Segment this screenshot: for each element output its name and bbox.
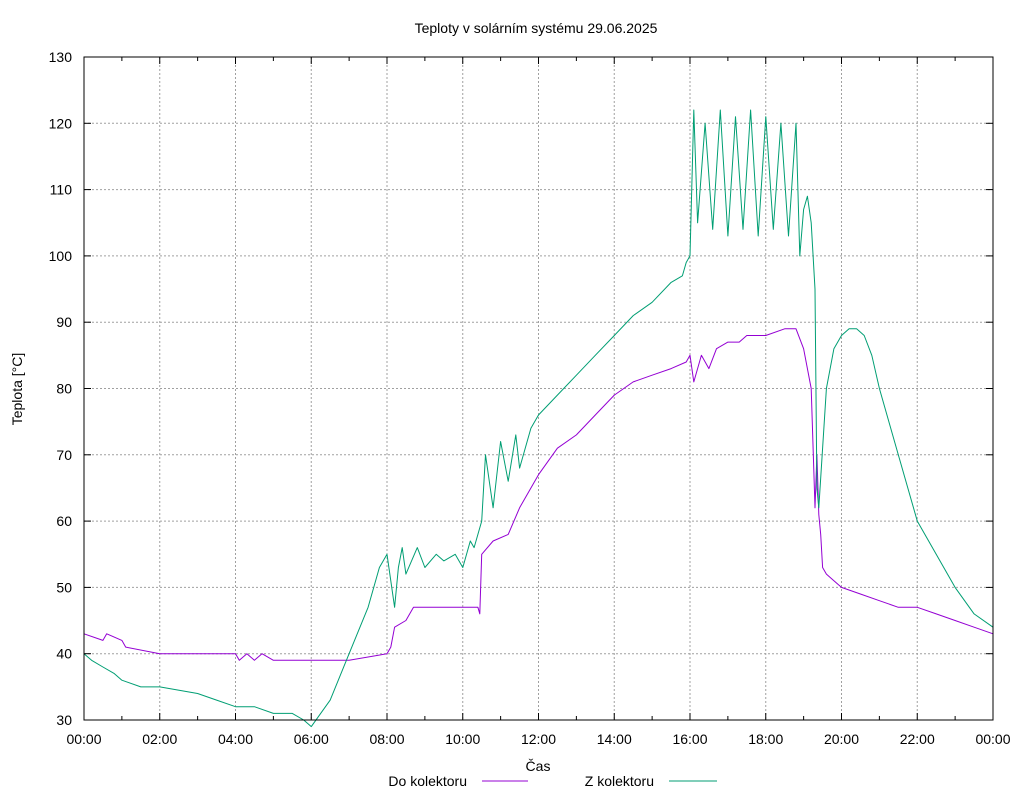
x-tick-label: 04:00 bbox=[218, 731, 253, 747]
y-tick-label: 30 bbox=[56, 712, 72, 728]
legend-label-do-kolektoru: Do kolektoru bbox=[388, 773, 467, 789]
y-axis-label: Teplota [°C] bbox=[9, 353, 25, 426]
legend: Do kolektoru Z kolektoru bbox=[388, 773, 717, 789]
legend-label-z-kolektoru: Z kolektoru bbox=[585, 773, 654, 789]
x-tick-labels: 00:00 02:00 04:00 06:00 08:00 10:00 12:00 14:00… bbox=[66, 731, 1010, 747]
y-tick-label: 40 bbox=[56, 646, 72, 662]
x-tick-label: 12:00 bbox=[521, 731, 556, 747]
grid bbox=[84, 57, 993, 720]
y-tick-label: 130 bbox=[49, 49, 73, 65]
x-axis-label: Čas bbox=[526, 758, 551, 774]
series-line-do-kolektoru bbox=[83, 328, 994, 661]
series-line-z-kolektoru bbox=[83, 109, 994, 728]
y-tick-label: 100 bbox=[49, 248, 73, 264]
y-tick-labels: 30 40 50 60 70 80 90 100 110 120 130 bbox=[49, 49, 73, 728]
y-tick-label: 50 bbox=[56, 579, 72, 595]
x-tick-label: 00:00 bbox=[975, 731, 1010, 747]
x-tick-label: 10:00 bbox=[445, 731, 480, 747]
y-tick-label: 110 bbox=[50, 182, 73, 198]
x-tick-label: 18:00 bbox=[748, 731, 783, 747]
x-tick-label: 14:00 bbox=[597, 731, 632, 747]
y-tick-label: 120 bbox=[49, 115, 73, 131]
x-tick-label: 16:00 bbox=[672, 731, 707, 747]
x-tick-label: 08:00 bbox=[369, 731, 404, 747]
x-tick-label: 22:00 bbox=[900, 731, 935, 747]
series-layer bbox=[83, 109, 994, 728]
x-tick-label: 20:00 bbox=[824, 731, 859, 747]
y-tick-label: 80 bbox=[56, 381, 72, 397]
chart-title: Teploty v solárním systému 29.06.2025 bbox=[415, 20, 658, 36]
tick-marks bbox=[83, 56, 994, 721]
y-tick-label: 70 bbox=[56, 447, 72, 463]
x-tick-label: 00:00 bbox=[66, 731, 101, 747]
x-tick-label: 06:00 bbox=[294, 731, 329, 747]
x-tick-label: 02:00 bbox=[142, 731, 177, 747]
y-tick-label: 90 bbox=[56, 314, 72, 330]
y-tick-label: 60 bbox=[56, 513, 72, 529]
